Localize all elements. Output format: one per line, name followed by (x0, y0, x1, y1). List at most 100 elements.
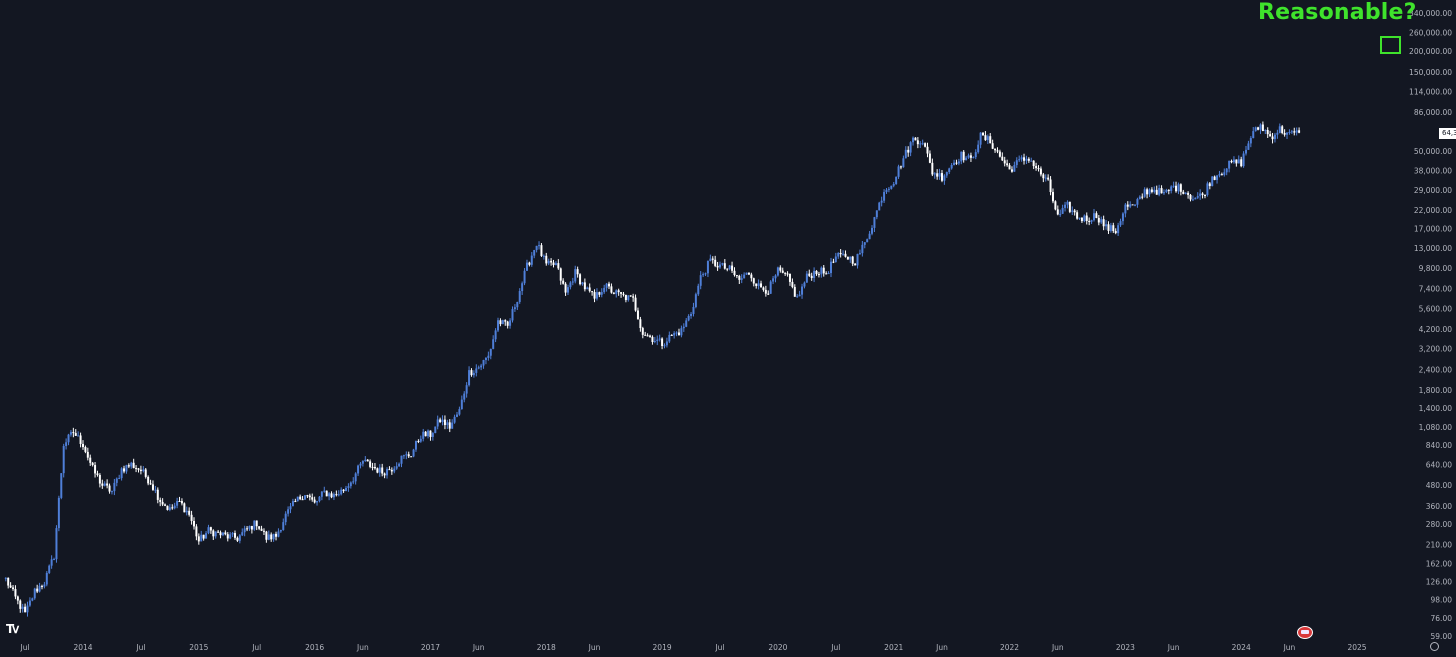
candle-body (808, 273, 811, 276)
settings-gear-icon[interactable] (1430, 642, 1439, 651)
candle-body (192, 520, 195, 527)
candle-body (320, 491, 323, 497)
candle-body (9, 585, 12, 588)
candle-body (878, 202, 881, 211)
candle-body (89, 457, 92, 463)
y-tick-label: 126.00 (1426, 577, 1452, 586)
candle-body (711, 258, 714, 260)
candle-body (962, 151, 965, 161)
x-tick-label: Jun (356, 643, 369, 652)
candle-body (545, 255, 548, 264)
x-tick-label: Jul (830, 643, 840, 652)
candle-body (50, 559, 53, 566)
candle-body (868, 233, 871, 240)
candle-body (723, 263, 726, 269)
candle-body (98, 474, 101, 484)
candle-body (241, 532, 244, 536)
candle-body (827, 273, 830, 275)
x-tick-label: 2015 (189, 643, 208, 652)
time-axis[interactable]: Jul 2014 Jul 2015 Jul 2016 Jun 2017 Jun 2018 Jun 20… (20, 643, 1367, 652)
candle-body (969, 155, 972, 158)
candle-body (750, 274, 753, 279)
candle-body (1165, 189, 1168, 193)
candle-body (1059, 213, 1062, 215)
candle-body (1218, 174, 1221, 176)
candle-body (427, 430, 430, 437)
candle-body (72, 432, 75, 434)
y-tick-label: 280.00 (1426, 520, 1452, 529)
candle-body (636, 310, 639, 320)
candle-body (764, 289, 767, 294)
candle-body (1134, 204, 1137, 206)
candle-body (680, 328, 683, 336)
candle-body (574, 269, 577, 282)
annotation-box[interactable] (1380, 36, 1401, 54)
candle-body (926, 146, 929, 154)
candle-body (653, 341, 656, 343)
tradingview-logo-icon[interactable]: T𝗏 (6, 622, 19, 636)
candle-body (1286, 132, 1289, 135)
candle-body (96, 473, 99, 475)
candle-body (690, 313, 693, 316)
candle-body (957, 161, 960, 164)
candle-body (731, 265, 734, 271)
candle-body (677, 332, 680, 336)
candle-body (246, 528, 249, 530)
y-tick-label: 1,400.00 (1419, 404, 1453, 413)
candle-body (1030, 160, 1033, 162)
candle-body (849, 256, 852, 260)
candle-body (468, 370, 471, 386)
candle-body (1199, 193, 1202, 197)
candle-body (183, 503, 186, 513)
candle-body (291, 501, 294, 507)
candle-body (43, 584, 46, 587)
candle-body (366, 459, 369, 462)
candle-body (986, 136, 989, 141)
candle-body (745, 272, 748, 275)
candle-body (1090, 220, 1093, 222)
candle-body (463, 393, 466, 400)
candle-body (349, 482, 352, 487)
candle-body (1177, 184, 1180, 192)
candle-body (1208, 183, 1211, 187)
candle-body (1211, 176, 1214, 187)
candle-body (706, 261, 709, 274)
candle-body (1097, 217, 1100, 223)
candle-body (301, 499, 304, 501)
candle-body (1044, 177, 1047, 179)
candle-body (118, 478, 121, 480)
candle-body (924, 143, 927, 147)
candle-body (419, 438, 422, 442)
candle-body (1001, 156, 1004, 161)
candle-body (528, 262, 531, 265)
candle-body (972, 157, 975, 159)
price-axis[interactable]: 340,000.00 260,000.00 200,000.00 150,000.00… (1409, 9, 1452, 641)
candle-body (873, 217, 876, 228)
candle-body (299, 496, 302, 500)
candle-body (123, 468, 126, 472)
candle-body (991, 143, 994, 149)
candle-body (24, 606, 27, 613)
x-tick-label: 2025 (1347, 643, 1366, 652)
candle-body (875, 210, 878, 218)
candle-body (533, 249, 536, 256)
candle-body (1121, 213, 1124, 222)
candle-body (487, 355, 490, 358)
candle-body (1138, 196, 1141, 200)
candle-body (472, 372, 475, 376)
candle-body (1078, 217, 1081, 219)
candle-body (120, 468, 123, 479)
y-tick-label: 210.00 (1426, 541, 1452, 550)
candle-body (564, 283, 567, 293)
candle-body (656, 339, 659, 342)
candle-body (1245, 149, 1248, 154)
candle-body (1261, 124, 1264, 131)
candle-body (270, 534, 273, 540)
candle-body (1288, 132, 1291, 134)
candle-body (810, 275, 813, 278)
candle-body (207, 527, 210, 534)
candle-body (110, 491, 113, 493)
us-flag-icon[interactable] (1297, 626, 1313, 639)
